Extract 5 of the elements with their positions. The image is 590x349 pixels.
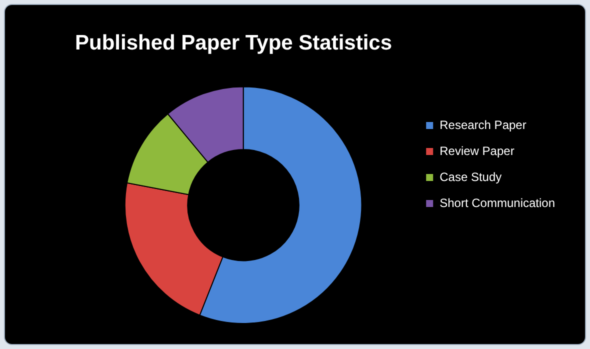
chart-title: Published Paper Type Statistics — [75, 31, 392, 54]
legend-label: Research Paper — [440, 118, 526, 132]
legend-label: Case Study — [440, 170, 502, 184]
legend-label: Review Paper — [440, 144, 514, 158]
legend-label: Short Communication — [440, 196, 556, 210]
